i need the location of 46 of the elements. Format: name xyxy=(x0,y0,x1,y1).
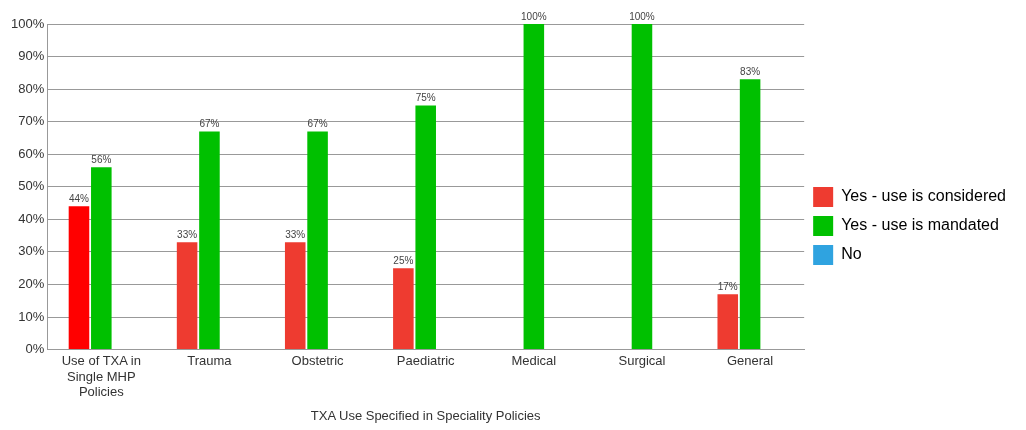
bar xyxy=(307,131,328,350)
bar xyxy=(393,268,414,350)
y-tick-label: 50% xyxy=(18,178,45,194)
x-tick-label: Obstetric xyxy=(291,352,345,368)
bar xyxy=(739,79,761,350)
data-label: 67% xyxy=(307,118,328,130)
x-tick-label: Trauma xyxy=(187,352,233,368)
bar xyxy=(284,242,306,350)
data-label: 33% xyxy=(285,228,306,240)
bar xyxy=(68,206,90,350)
y-tick-label: 70% xyxy=(18,113,45,129)
legend-label: No xyxy=(841,245,862,263)
y-tick-label: 10% xyxy=(18,308,45,324)
bar xyxy=(199,131,220,350)
data-label: 83% xyxy=(740,66,761,78)
y-tick-label: 40% xyxy=(18,210,45,226)
y-tick-label: 100% xyxy=(11,15,45,31)
bar xyxy=(523,24,545,350)
data-label: 44% xyxy=(68,193,90,205)
data-label: 100% xyxy=(629,10,655,22)
x-tick-label: Use of TXA in Single MHP Policies xyxy=(61,352,141,400)
y-tick-label: 90% xyxy=(18,48,45,64)
y-tick-label: 60% xyxy=(18,145,45,161)
bar xyxy=(717,294,739,350)
data-label: 25% xyxy=(393,254,414,266)
bar xyxy=(631,24,653,350)
data-label: 33% xyxy=(177,228,198,240)
bar xyxy=(415,105,436,350)
data-label: 67% xyxy=(199,118,220,130)
x-tick-label: Paediatric xyxy=(396,352,456,368)
bar xyxy=(91,167,112,350)
y-tick-label: 20% xyxy=(18,276,45,292)
bar xyxy=(176,242,198,350)
legend-label: Yes - use is mandated xyxy=(841,216,999,234)
y-tick-label: 30% xyxy=(18,243,45,259)
y-tick-label: 80% xyxy=(18,80,45,96)
data-label: 100% xyxy=(521,10,547,22)
x-tick-label: Medical xyxy=(511,352,557,368)
data-label: 56% xyxy=(91,154,112,166)
data-label: 75% xyxy=(415,92,436,104)
legend-label: Yes - use is considered xyxy=(841,187,1007,205)
x-tick-label: General xyxy=(726,352,774,368)
data-label: 17% xyxy=(717,281,738,292)
x-axis-title: TXA Use Specified in Speciality Policies xyxy=(310,407,542,423)
y-tick-label: 0% xyxy=(25,341,45,357)
x-tick-label: Surgical xyxy=(618,352,666,368)
